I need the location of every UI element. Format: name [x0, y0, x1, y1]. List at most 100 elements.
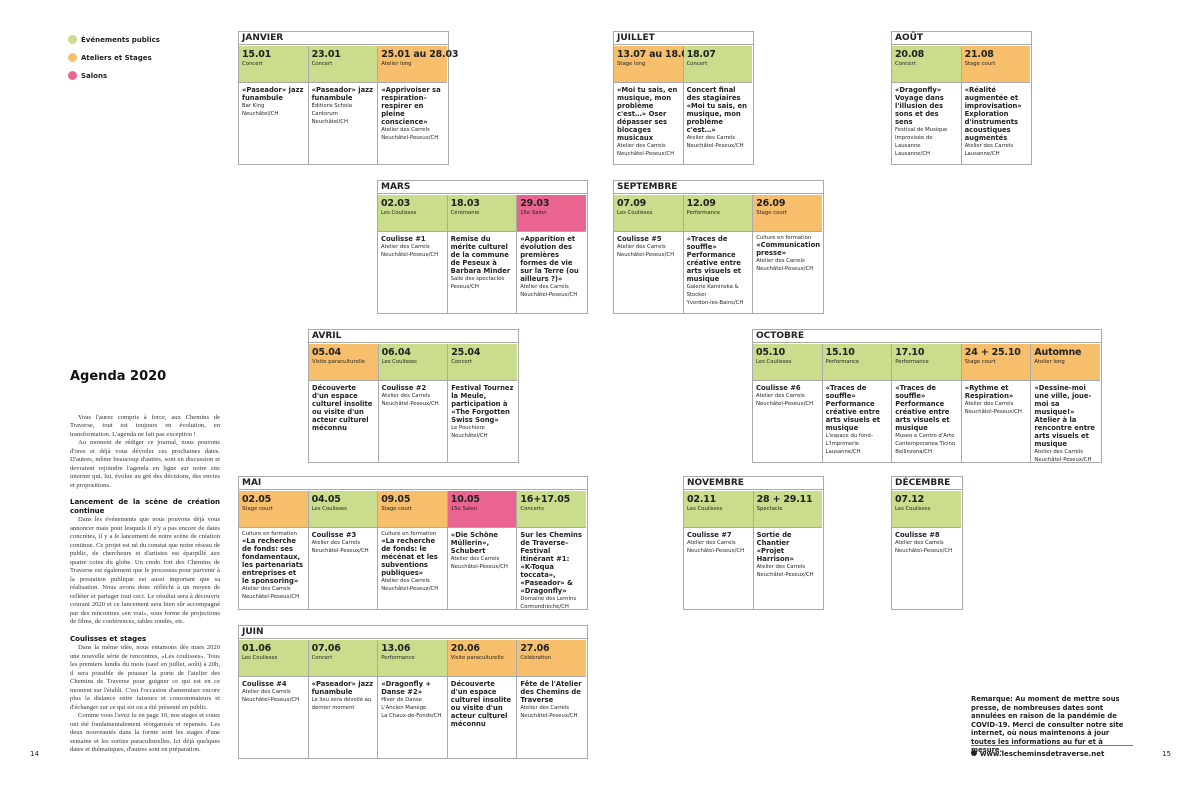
event-detail: Hiver de Danse — [381, 697, 422, 703]
event: 15.01 Concert «Paseador» jazz funambule Bar… — [239, 46, 309, 164]
event-date: 21.08 — [964, 49, 994, 60]
event-detail: Neuchâtel-Peseux/CH — [895, 548, 953, 554]
event: 17.10 Performance «Traces de souffle» Perf… — [892, 344, 962, 462]
event: 07.12 Les Coulisses Coulisse #8 Atelier des… — [892, 491, 961, 609]
month-name: MARS — [378, 181, 587, 194]
event-header: 01.06 Les Coulisses — [239, 640, 308, 677]
event: 07.06 Concert «Paseador» jazz funambule Le … — [308, 640, 379, 758]
event-detail: Atelier des Carrels — [381, 393, 431, 399]
event: 15.10 Performance «Traces de souffle» Perf… — [822, 344, 893, 462]
event: 20.08 Concert «Dragonfly» Voyage dans l'il… — [892, 46, 962, 164]
event-date: 20.06 — [450, 643, 480, 654]
event-detail: Museo e Centro d'Arte Contemporanea Tici… — [895, 433, 956, 447]
event-title: «Apprivoiser sa respiration– respirer en… — [381, 86, 441, 126]
event-detail: Le lieu sera dévoilé au dernier moment — [311, 697, 372, 711]
event-body: Coulisse #1 Atelier des Carrels Neuchâtel-… — [378, 232, 447, 259]
event-header: 15.10 Performance — [822, 344, 892, 381]
event: 25.04 Concert Festival Tournez la Meule, p… — [448, 344, 517, 462]
event-body: Coulisse #6 Atelier des Carrels Neuchâtel-… — [753, 381, 822, 408]
event-body: «Die Schöne Müllerin», Schubert Atelier d… — [448, 528, 517, 571]
event: 12.09 Performance «Traces de souffle» Perf… — [683, 195, 754, 313]
event-detail: Atelier des Carrels — [686, 135, 736, 141]
event-detail: Neuchâtel-Peseux/CH — [381, 586, 439, 592]
event: 04.05 Les Coulisses Coulisse #3 Atelier des… — [308, 491, 379, 609]
legend-dot — [68, 35, 77, 44]
event-body: Découverte d'un espace culturel insolite… — [448, 677, 517, 728]
month-block: JUIN 01.06 Les Coulisses Coulisse #4 Atelier… — [238, 625, 588, 759]
event-body: Sortie de Chantier «Projet Harrison» Atel… — [754, 528, 823, 579]
event-detail: La Chaux-de-Fonds/CH — [381, 713, 442, 719]
event-header: 28 + 29.11 Spectacle — [753, 491, 823, 528]
event-detail: Festival de Musique Improvisée de Lausan… — [895, 127, 948, 149]
event-title: Coulisse #2 — [381, 384, 427, 392]
month-block: JANVIER 15.01 Concert «Paseador» jazz funam… — [238, 31, 458, 165]
event-body: «Dragonfly» Voyage dans l'illusion des s… — [892, 83, 961, 158]
event: 02.11 Les Coulisses Coulisse #7 Atelier des… — [684, 491, 754, 609]
event-detail: Neuchâtel-Peseux/CH — [756, 401, 814, 407]
event-type: 15e Salon — [520, 210, 547, 216]
event-type: Concert — [451, 359, 472, 365]
event-date: 15.10 — [825, 347, 855, 358]
paragraph: Comme vous l'avez lu en page 10, nos sta… — [70, 712, 220, 753]
event-date: 10.05 — [450, 494, 480, 505]
event-date: 05.10 — [756, 347, 786, 358]
event-body: «Dragonfly + Danse #2» Hiver de Danse L'An… — [378, 677, 447, 720]
event-detail: Atelier des Carrels — [520, 705, 569, 711]
event-type: Stage court — [964, 359, 996, 365]
event-title: Sortie de Chantier «Projet Harrison» — [756, 531, 794, 563]
event-title: «Dragonfly + Danse #2» — [381, 680, 432, 696]
event-date: 28 + 29.11 — [756, 494, 813, 505]
event-detail: Atelier des Carrels — [381, 244, 430, 250]
event-title: «La recherche de fonds: le mécénat et le… — [381, 537, 438, 577]
event-type: Célébration — [520, 655, 552, 661]
event-date: 12.09 — [686, 198, 716, 209]
event-detail: Neuchâtel-Peseux/CH — [242, 594, 300, 600]
month-name: JANVIER — [239, 32, 448, 45]
event: 07.09 Les Coulisses Coulisse #5 Atelier des… — [614, 195, 684, 313]
event-date: 07.06 — [311, 643, 341, 654]
event-type: Atelier long — [1034, 359, 1065, 365]
event-header: 10.05 15e Salon — [447, 491, 517, 528]
event: 10.05 15e Salon «Die Schöne Müllerin», Sch… — [447, 491, 518, 609]
event-type: Concert — [686, 61, 708, 67]
event-detail: Neuchâtel-Peseux/CH — [617, 151, 675, 157]
month-block: AVRIL 05.04 Visite paraculturelle Découvert… — [308, 329, 519, 463]
event-detail: Atelier des Carrels — [617, 143, 666, 149]
event-date: 09.05 — [381, 494, 411, 505]
event-type: Cérémonie — [450, 210, 480, 216]
month-name: OCTOBRE — [753, 330, 1101, 343]
month-name: MAI — [239, 477, 587, 490]
event-detail: Atelier des Carrels — [242, 586, 291, 592]
event-detail: Neuchâtel-Peseux/CH — [311, 548, 369, 554]
event-header: 29.03 15e Salon — [517, 195, 586, 232]
event-title: Coulisse #5 — [617, 235, 662, 243]
event: 16+17.05 Concerts Sur les Chemins de Trave… — [517, 491, 586, 611]
event-type: Les Coulisses — [381, 359, 417, 365]
website-url[interactable]: www.lescheminsdetraverse.net — [980, 750, 1105, 758]
event-body: Culture en formation «Communication press… — [753, 232, 822, 273]
event-title: Découverte d'un espace culturel insolite… — [312, 384, 373, 432]
event-title: Coulisse #3 — [311, 531, 357, 539]
event-body: Sur les Chemins de Traverse– Festival it… — [517, 528, 586, 611]
event-header: 16+17.05 Concerts — [517, 491, 586, 528]
event-detail: Atelier des Carrels — [964, 401, 1014, 407]
event-date: 05.04 — [312, 347, 342, 358]
event-detail: Galerie Kaminska & Stocker — [686, 284, 739, 298]
divider — [971, 745, 1133, 746]
event-type: Concerts — [520, 506, 544, 512]
event: 20.06 Visite paraculturelle Découverte d'u… — [447, 640, 518, 758]
event-detail: Neuchâtel-Peseux/CH — [756, 572, 814, 578]
event-detail: Atelier des Carrels — [756, 564, 806, 570]
month-block: NOVEMBRE 02.11 Les Coulisses Coulisse #7 Ate… — [683, 476, 825, 610]
event-type: Atelier long — [381, 61, 412, 67]
event-detail: Neuchâtel/CH — [242, 111, 279, 117]
event-detail: L'espace du fond–L'Imprimerie — [825, 433, 874, 447]
event-header: 02.11 Les Coulisses — [684, 491, 753, 528]
legend-item: Salons — [68, 71, 107, 80]
event-header: 07.12 Les Coulisses — [892, 491, 961, 528]
event-detail: L'Ancien Manège — [381, 705, 427, 711]
event-type: Stage court — [381, 506, 412, 512]
event-date: 27.06 — [520, 643, 550, 654]
event-detail: Neuchâtel-Peseux/CH — [964, 409, 1022, 415]
event-type: Performance — [381, 655, 415, 661]
